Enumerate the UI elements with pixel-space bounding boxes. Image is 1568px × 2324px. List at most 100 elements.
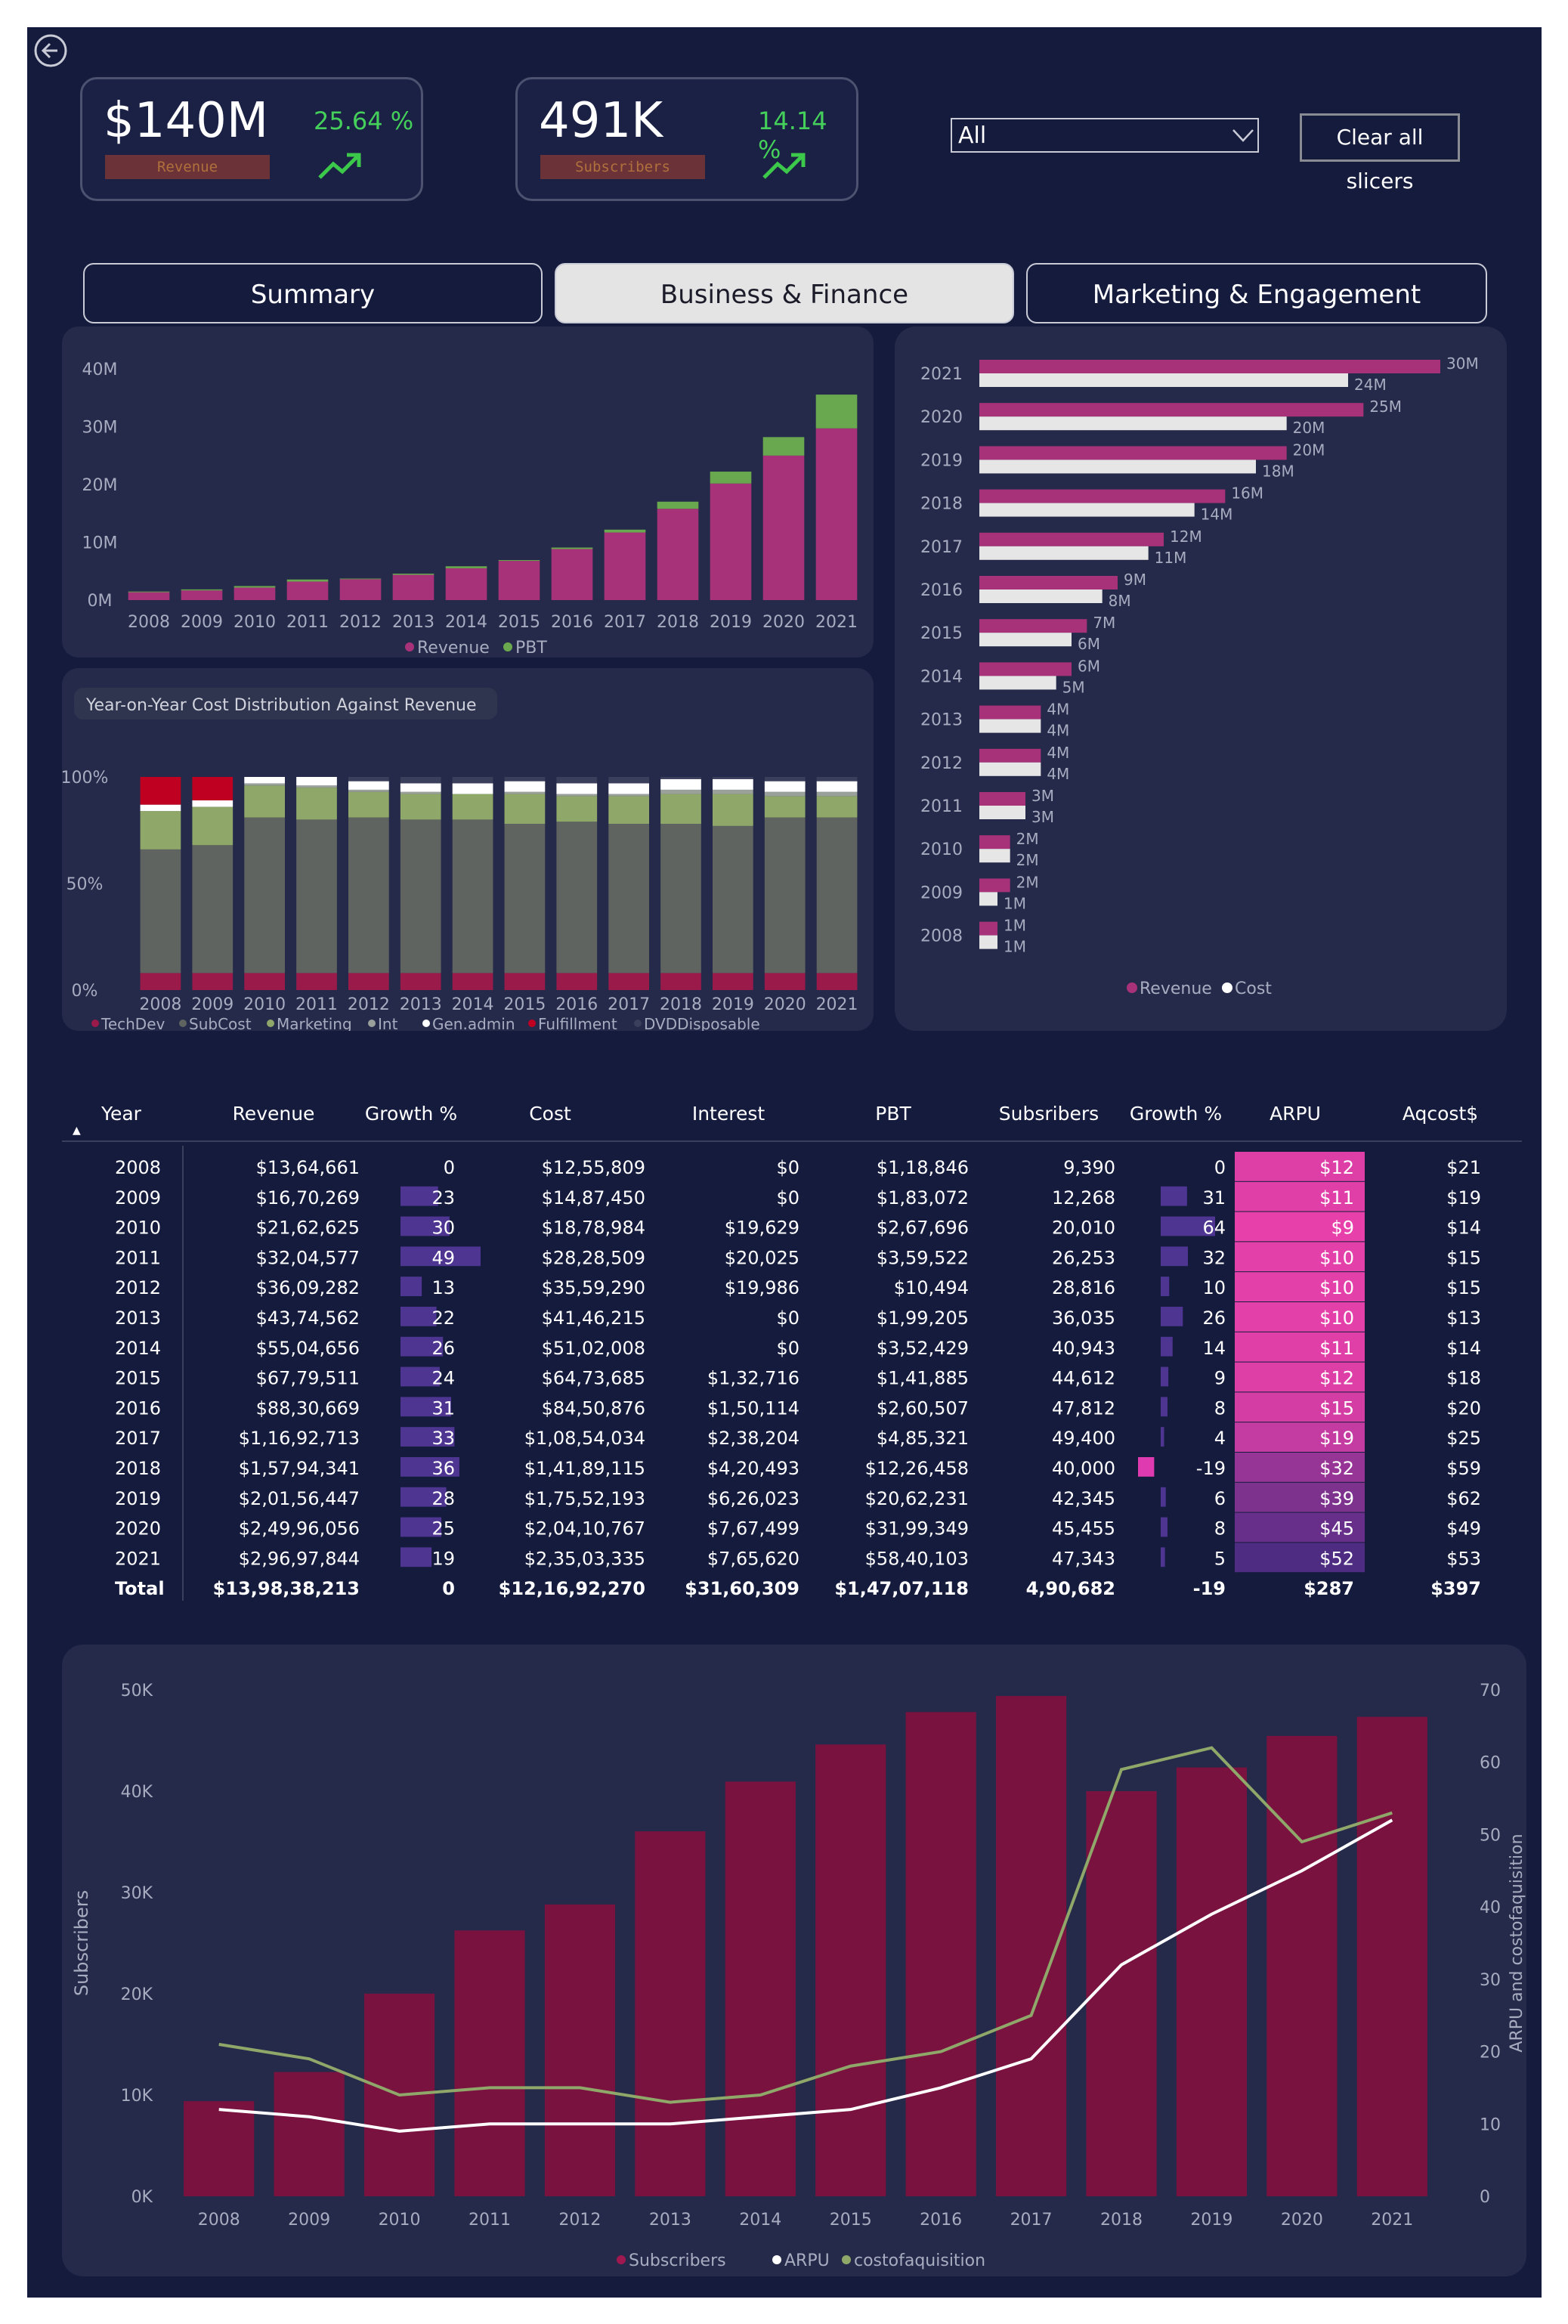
table-total-cell: 0 xyxy=(442,1578,455,1599)
table-row-cell: $2,96,97,844 xyxy=(239,1548,360,1569)
table-row-cell: $19 xyxy=(1319,1428,1354,1449)
legend-label: ARPU xyxy=(784,2251,830,2270)
data-label: 6M xyxy=(1078,657,1100,675)
revenue-pbt-chart: 0M 10M 20M 30M 40M 2008 2009 2010 2011 2012 2013 20… xyxy=(82,361,858,658)
segment-marketing xyxy=(556,796,598,822)
data-label: 2M xyxy=(1016,830,1039,848)
segment-int xyxy=(296,785,337,788)
table-row-cell: 28,816 xyxy=(1052,1277,1115,1298)
table-row-cell: $11 xyxy=(1319,1187,1354,1208)
tab-summary[interactable]: Summary xyxy=(83,263,543,323)
table-row-cell: 42,345 xyxy=(1052,1488,1115,1509)
y2-tick-label: 70 xyxy=(1480,1682,1501,1700)
subscriber-growth-bar xyxy=(1161,1397,1167,1417)
table-row-cell: $15 xyxy=(1446,1247,1481,1268)
revenue-growth-bar xyxy=(401,1366,440,1387)
subscriber-growth-bar xyxy=(1161,1366,1169,1387)
table-row-cell: $32 xyxy=(1319,1458,1354,1479)
y2-tick-label: 10 xyxy=(1480,2115,1501,2134)
segment-marketing xyxy=(504,794,546,825)
table-row-cell: 9,390 xyxy=(1063,1157,1115,1178)
segment-genadmin xyxy=(192,800,233,807)
chart-title: Year-on-Year Cost Distribution Against R… xyxy=(85,696,477,715)
segment-dvddisposable xyxy=(764,777,806,781)
table-row-cell: $84,50,876 xyxy=(542,1397,645,1419)
table-row-cell: $21,62,625 xyxy=(256,1218,360,1239)
x-tick-label: 2011 xyxy=(286,613,329,632)
subscriber-growth-bar xyxy=(1161,1246,1188,1267)
kpi-subscribers-change: 14.14 % xyxy=(758,107,827,164)
x-tick-label: 2011 xyxy=(469,2211,511,2230)
legend-label: Revenue xyxy=(1140,979,1212,998)
arpu-cell-bg xyxy=(1235,1482,1365,1512)
table-row-cell: $41,46,215 xyxy=(542,1307,645,1329)
tab-business-finance[interactable]: Business & Finance xyxy=(555,263,1014,323)
legend-marker xyxy=(1127,983,1137,993)
data-label: 30M xyxy=(1446,354,1479,373)
bar-pbt xyxy=(286,579,329,582)
bar-revenue xyxy=(181,590,223,600)
x-tick-label: 2012 xyxy=(339,613,382,632)
y-tick-label: 2018 xyxy=(920,495,963,514)
bar-pbt xyxy=(710,472,752,484)
table-row-cell: $36,09,282 xyxy=(256,1277,360,1298)
table-row-cell: 30 xyxy=(431,1218,455,1239)
y-tick-label: 0K xyxy=(131,2188,153,2207)
year-slicer-dropdown[interactable]: All xyxy=(951,118,1259,153)
segment-dvddisposable xyxy=(452,777,493,784)
y-tick-label: 0M xyxy=(88,592,113,611)
segment-subcost xyxy=(452,819,493,973)
table-row-cell: $88,30,669 xyxy=(256,1397,360,1419)
table-row-cell: $1,75,52,193 xyxy=(524,1488,645,1509)
bar-cost xyxy=(979,503,1195,517)
data-label: 25M xyxy=(1369,398,1402,416)
data-label: 12M xyxy=(1170,528,1202,546)
table-total-cell: $31,60,309 xyxy=(685,1578,799,1599)
bar-subscribers xyxy=(1086,1791,1157,2196)
bar-revenue xyxy=(979,921,997,936)
x-tick-label: 2010 xyxy=(379,2211,421,2230)
segment-subcost xyxy=(296,819,337,973)
data-label: 11M xyxy=(1155,549,1187,567)
bar-revenue xyxy=(979,835,1010,849)
segment-int xyxy=(816,791,858,797)
segment-techdev xyxy=(244,973,285,990)
table-row-cell: 2011 xyxy=(115,1247,161,1268)
segment-dvddisposable xyxy=(608,777,649,784)
table-row-cell: 2008 xyxy=(115,1157,161,1178)
table-row-cell: $3,52,429 xyxy=(877,1338,969,1359)
table-row-cell: $43,74,562 xyxy=(256,1307,360,1329)
bar-revenue xyxy=(392,574,435,600)
data-label: 3M xyxy=(1031,787,1054,805)
arpu-cell-bg xyxy=(1235,1512,1365,1543)
bar-revenue xyxy=(979,403,1364,417)
segment-fulfillment xyxy=(140,777,181,805)
table-row-cell: 2016 xyxy=(115,1397,161,1419)
data-label: 1M xyxy=(1004,917,1026,935)
y-tick-label: 20K xyxy=(121,1985,153,2004)
data-label: 7M xyxy=(1093,614,1115,632)
table-row-cell: $13,64,661 xyxy=(256,1157,360,1178)
clear-slicers-button[interactable]: Clear all slicers xyxy=(1300,113,1460,193)
data-label: 4M xyxy=(1047,701,1069,719)
legend-marker xyxy=(842,2255,851,2264)
revenue-growth-bar xyxy=(401,1517,442,1537)
bar-pbt xyxy=(815,395,858,429)
arpu-cell-bg xyxy=(1235,1543,1365,1573)
bar-revenue xyxy=(979,792,1025,806)
data-label: 3M xyxy=(1031,808,1054,826)
bar-revenue xyxy=(979,878,1010,893)
tab-marketing-engagement[interactable]: Marketing & Engagement xyxy=(1026,263,1487,323)
column-header: Growth % xyxy=(365,1103,457,1125)
legend-marker xyxy=(503,642,512,651)
legend-label: Subscribers xyxy=(629,2251,726,2270)
data-label: 24M xyxy=(1354,376,1387,394)
table-row-cell: 2021 xyxy=(115,1548,161,1569)
bar-subscribers xyxy=(184,2101,255,2196)
bar-revenue xyxy=(815,428,858,600)
table-row-cell: $2,49,96,056 xyxy=(239,1518,360,1540)
segment-techdev xyxy=(192,973,233,990)
y-tick-label: 2011 xyxy=(920,797,963,816)
table-row-cell: $20 xyxy=(1446,1397,1481,1419)
back-arrow-icon[interactable] xyxy=(32,32,70,70)
